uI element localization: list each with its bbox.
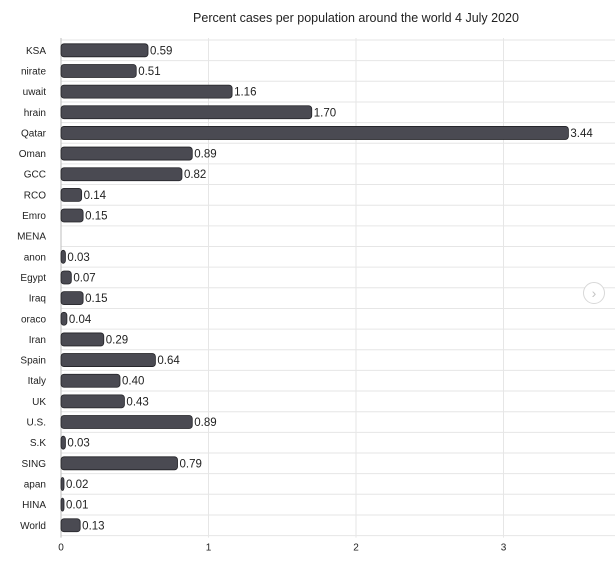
x-tick-label: 0 — [58, 543, 64, 554]
category-label: Egypt — [20, 273, 46, 284]
category-label: hrain — [24, 108, 46, 119]
bar — [60, 105, 313, 120]
category-label: apan — [24, 479, 46, 490]
bar — [60, 518, 81, 533]
bar — [60, 270, 72, 285]
value-label: 0.03 — [67, 252, 89, 264]
bar — [60, 373, 121, 388]
category-label: GCC — [24, 170, 46, 181]
value-label: 1.70 — [314, 107, 336, 119]
bar — [60, 64, 137, 78]
category-label: KSA — [26, 46, 46, 57]
bars — [60, 43, 569, 533]
bar — [60, 353, 156, 367]
category-label: HINA — [22, 500, 46, 511]
bar — [60, 394, 125, 409]
value-label: 0.15 — [85, 293, 107, 305]
labels: 0 1 2 3 KSA 0.59 nirate 0.51 uwait 1.16 hrain 1.70 Q… — [17, 45, 593, 553]
value-label: 0.15 — [85, 211, 107, 223]
category-label: anon — [24, 252, 46, 263]
category-label: SING — [22, 459, 47, 470]
value-label: 0.03 — [67, 438, 89, 450]
x-tick-label: 2 — [353, 543, 359, 554]
value-label: 0.02 — [66, 479, 88, 491]
value-label: 0.89 — [194, 149, 216, 161]
category-label: uwait — [23, 87, 47, 98]
category-label: Italy — [28, 376, 46, 387]
category-label: UK — [32, 397, 46, 408]
value-label: 0.43 — [126, 396, 148, 408]
value-label: 0.40 — [122, 376, 144, 388]
bar — [60, 249, 66, 264]
value-label: 0.04 — [69, 314, 92, 326]
x-tick-label: 3 — [501, 543, 507, 554]
category-label: Qatar — [21, 128, 47, 139]
chevron-right-icon: › — [591, 285, 597, 301]
value-label: 0.79 — [180, 458, 202, 470]
bar — [60, 126, 569, 140]
value-label: 0.07 — [73, 272, 95, 284]
value-label: 0.01 — [66, 500, 88, 512]
x-tick-label: 1 — [206, 543, 212, 554]
category-label: RCO — [24, 190, 46, 201]
value-label: 0.13 — [82, 520, 104, 532]
category-label: U.S. — [27, 418, 46, 429]
bar — [60, 167, 183, 182]
bar — [60, 415, 193, 429]
value-label: 0.89 — [194, 417, 216, 429]
value-label: 0.14 — [84, 190, 107, 202]
category-label: Oman — [19, 149, 46, 160]
bar — [60, 497, 65, 512]
bar — [60, 84, 233, 99]
bar — [60, 187, 83, 202]
value-label: 3.44 — [570, 128, 593, 140]
category-label: Iraq — [29, 294, 46, 305]
scroll-right-button[interactable]: › — [583, 282, 605, 304]
category-label: Spain — [20, 356, 46, 367]
category-label: nirate — [21, 66, 46, 77]
bar — [60, 332, 105, 347]
value-label: 1.16 — [234, 87, 256, 99]
category-label: Iran — [29, 335, 46, 346]
bar — [60, 456, 178, 471]
category-label: S.K — [30, 438, 46, 449]
value-label: 0.51 — [138, 66, 160, 78]
bar — [60, 146, 193, 161]
category-label: MENA — [17, 232, 46, 243]
value-label: 0.64 — [157, 355, 180, 367]
bar — [60, 208, 84, 223]
bar — [60, 435, 66, 450]
chart-title: Percent cases per population around the … — [193, 11, 519, 25]
category-label: Emro — [22, 211, 46, 222]
value-label: 0.29 — [106, 334, 128, 346]
grid — [60, 38, 615, 538]
category-label: World — [20, 521, 46, 532]
bar — [60, 477, 65, 491]
value-label: 0.82 — [184, 169, 206, 181]
bar — [60, 311, 68, 326]
bar — [60, 43, 149, 58]
value-label: 0.59 — [150, 45, 172, 57]
bar — [60, 291, 84, 306]
category-label: oraco — [21, 314, 46, 325]
